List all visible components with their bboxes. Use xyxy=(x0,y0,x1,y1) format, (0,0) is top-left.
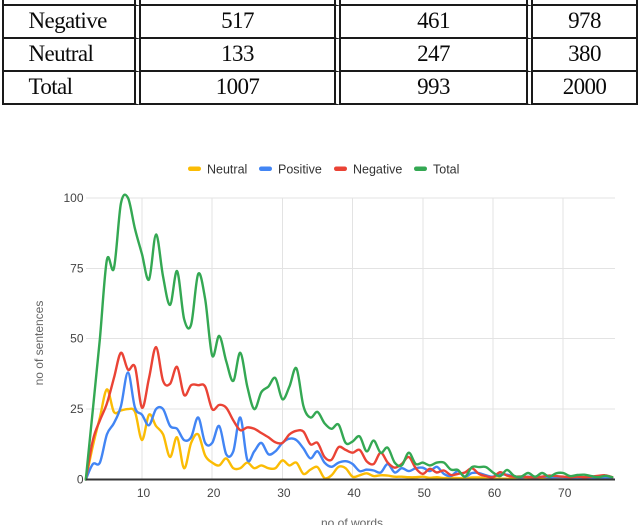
svg-text:Total: Total xyxy=(433,163,459,177)
svg-text:70: 70 xyxy=(558,486,572,500)
svg-text:50: 50 xyxy=(70,332,84,346)
svg-text:50: 50 xyxy=(418,486,432,500)
svg-text:100: 100 xyxy=(63,191,83,205)
svg-text:0: 0 xyxy=(77,473,84,487)
svg-text:no of words: no of words xyxy=(321,516,383,525)
svg-text:30: 30 xyxy=(277,486,291,500)
svg-text:60: 60 xyxy=(488,486,502,500)
svg-text:20: 20 xyxy=(207,486,221,500)
svg-text:no of sentences: no of sentences xyxy=(32,301,46,386)
svg-text:75: 75 xyxy=(70,261,84,275)
svg-text:25: 25 xyxy=(70,402,84,416)
svg-text:Negative: Negative xyxy=(353,163,402,177)
svg-text:Neutral: Neutral xyxy=(207,163,247,177)
svg-text:40: 40 xyxy=(347,486,361,500)
svg-text:Positive: Positive xyxy=(278,163,322,177)
svg-text:10: 10 xyxy=(137,486,151,500)
